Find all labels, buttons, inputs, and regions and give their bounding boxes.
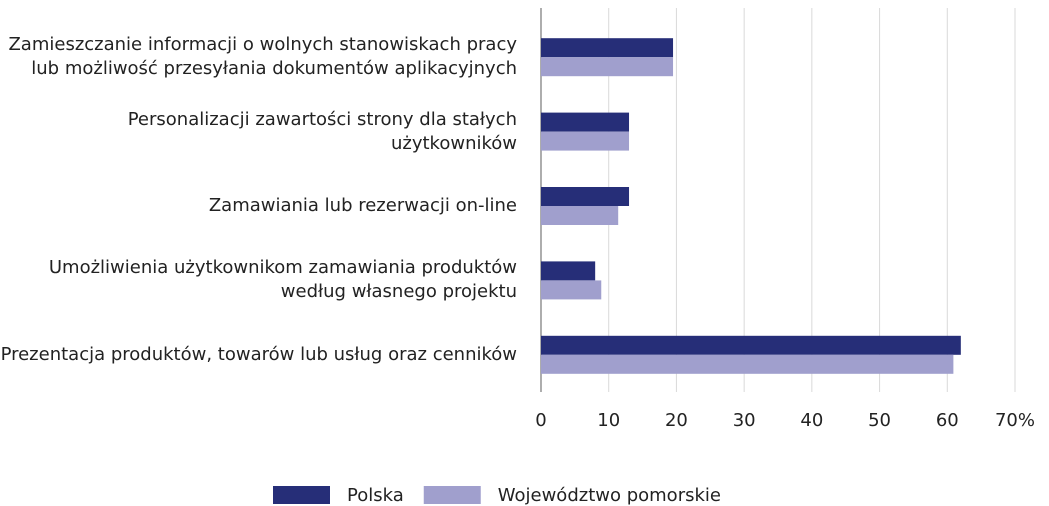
- category-label: Umożliwienia użytkownikom zamawiania pro…: [48, 257, 517, 303]
- legend-label: Województwo pomorskie: [498, 485, 721, 506]
- x-tick-label: 20: [665, 410, 688, 431]
- legend-swatch: [423, 486, 481, 504]
- category-label: Zamawiania lub rezerwacji on-line: [208, 195, 517, 216]
- bar: [541, 57, 674, 77]
- x-tick-label: 10: [597, 410, 620, 431]
- x-tick-label: 70%: [995, 410, 1035, 431]
- x-tick-label: 0: [535, 410, 546, 431]
- legend-label: Polska: [347, 485, 404, 506]
- bar: [541, 261, 596, 281]
- bar: [541, 187, 630, 206]
- category-label: Zamieszczanie informacji o wolnych stano…: [8, 34, 517, 80]
- x-tick-label: 40: [800, 410, 823, 431]
- x-tick-label: 60: [936, 410, 959, 431]
- bar: [541, 280, 602, 300]
- bar: [541, 38, 674, 58]
- bar: [541, 112, 630, 132]
- bar: [541, 131, 630, 151]
- bar: [541, 354, 954, 374]
- category-label: Prezentacja produktów, towarów lub usług…: [0, 343, 517, 365]
- x-tick-label: 50: [868, 410, 891, 431]
- bar: [541, 335, 961, 355]
- x-tick-label: 30: [733, 410, 756, 431]
- legend-swatch: [273, 486, 330, 504]
- category-label: Personalizacji zawartości strony dla sta…: [127, 108, 517, 154]
- bar: [541, 206, 619, 225]
